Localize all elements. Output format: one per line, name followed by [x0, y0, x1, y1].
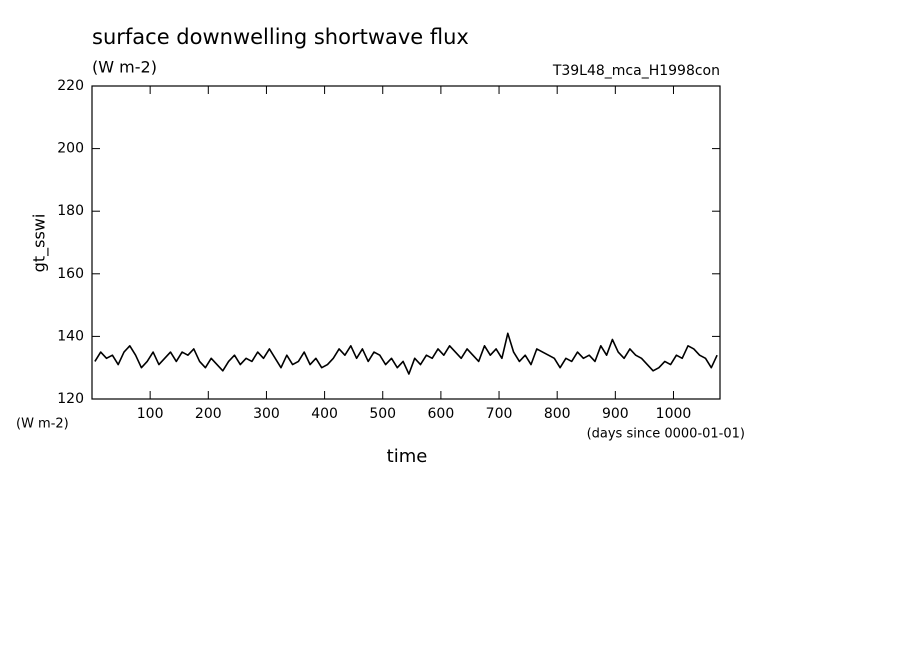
y-tick-label: 220	[57, 78, 84, 94]
y-tick-label: 120	[57, 391, 84, 407]
y-tick-label: 200	[57, 141, 84, 157]
x-units: (days since 0000-01-01)	[587, 427, 745, 442]
y-tick-label: 140	[57, 328, 84, 344]
data-line	[94, 332, 718, 375]
chart-title: surface downwelling shortwave flux	[92, 25, 469, 49]
x-tick-label: 600	[428, 406, 455, 422]
y-units: (W m-2)	[16, 417, 69, 432]
x-tick-label: 800	[544, 406, 571, 422]
x-axis-label: time	[387, 446, 428, 467]
x-tick-label: 200	[195, 406, 222, 422]
run-label: T39L48_mca_H1998con	[552, 63, 720, 79]
x-tick-label: 100	[137, 406, 164, 422]
x-tick-label: 500	[369, 406, 396, 422]
plot-frame	[91, 85, 721, 400]
y-tick-label: 180	[57, 203, 84, 219]
y-tick-label: 160	[57, 266, 84, 282]
x-tick-label: 1000	[656, 406, 692, 422]
x-tick-label: 300	[253, 406, 280, 422]
x-tick-label: 700	[486, 406, 513, 422]
y-axis-label: gt_sswi	[30, 214, 50, 273]
chart-subtitle: (W m-2)	[92, 58, 157, 77]
x-tick-label: 900	[602, 406, 629, 422]
x-tick-label: 400	[311, 406, 338, 422]
